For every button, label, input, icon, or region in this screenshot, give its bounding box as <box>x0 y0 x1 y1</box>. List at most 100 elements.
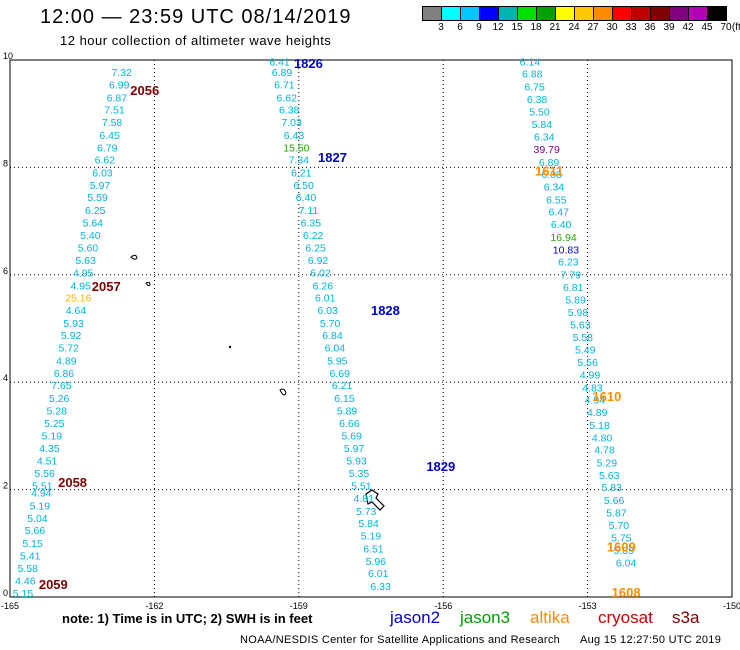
wave-height-value: 10.83 <box>553 244 579 256</box>
wave-height-value: 5.19 <box>361 531 382 543</box>
color-scale-label: 12 <box>492 22 504 33</box>
wave-height-value: 6.47 <box>549 207 570 219</box>
wave-height-value: 5.70 <box>609 520 630 532</box>
wave-height-value: 6.23 <box>558 257 579 269</box>
color-scale-label: 9 <box>476 22 482 33</box>
wave-height-value: 5.97 <box>90 180 111 192</box>
wave-height-value: 4.51 <box>37 455 58 467</box>
wave-height-value: 16.94 <box>550 232 576 244</box>
wave-height-value: 7.79 <box>561 270 582 282</box>
wave-height-value: 5.89 <box>565 294 586 306</box>
pass-time-label: 1611 <box>535 163 563 178</box>
wave-height-value: 6.92 <box>308 255 329 267</box>
wave-height-value: 6.38 <box>279 105 300 117</box>
wave-height-value: 6.04 <box>325 343 346 355</box>
y-tick-label: 0 <box>3 588 8 598</box>
pass-time-label: 2059 <box>39 577 68 592</box>
island-outline <box>279 388 287 396</box>
legend-item-jason3: jason3 <box>460 608 511 627</box>
wave-height-value: 5.58 <box>573 332 594 344</box>
color-scale-label: 42 <box>682 22 694 33</box>
color-scale-label: 30 <box>606 22 618 33</box>
wave-height-value: 7.34 <box>289 155 310 167</box>
color-scale-label: 70 <box>720 22 732 33</box>
wave-height-value: 5.15 <box>13 588 34 600</box>
color-scale-label: 36 <box>644 22 656 33</box>
island-outline <box>145 281 151 287</box>
wave-height-value: 6.25 <box>305 243 326 255</box>
wave-height-value: 4.78 <box>594 445 615 457</box>
pass-time-label: 1609 <box>607 539 636 554</box>
y-tick-label: 10 <box>3 51 13 61</box>
credit-line: NOAA/NESDIS Center for Satellite Applica… <box>240 634 561 646</box>
wave-height-value: 6.71 <box>274 79 295 91</box>
wave-height-value: 6.89 <box>272 67 293 79</box>
wave-height-value: 6.89 <box>539 157 560 169</box>
wave-height-value: 6.01 <box>368 568 389 580</box>
wave-height-value: 5.93 <box>346 455 367 467</box>
wave-height-value: 6.86 <box>54 368 75 380</box>
pass-time-label: 2057 <box>92 279 121 294</box>
island-outline <box>365 489 385 511</box>
color-scale-swatch <box>707 6 727 21</box>
pass-time-label: 1829 <box>426 459 455 474</box>
wave-height-value: 5.70 <box>320 318 341 330</box>
wave-height-value: 4.99 <box>580 369 601 381</box>
wave-height-value: 6.50 <box>293 180 314 192</box>
wave-height-value: 5.84 <box>358 518 379 530</box>
color-scale-label: 3 <box>438 22 444 33</box>
x-tick-label: -150 <box>723 601 740 611</box>
wave-height-value: 6.26 <box>313 280 334 292</box>
wave-height-value: 5.96 <box>366 556 387 568</box>
wave-height-value: 39.79 <box>534 144 560 156</box>
wave-height-value: 5.29 <box>597 458 618 470</box>
wave-height-value: 4.46 <box>15 576 36 588</box>
wave-height-value: 6.14 <box>520 56 541 68</box>
wave-height-value: 5.84 <box>532 119 553 131</box>
legend-item-altika: altika <box>530 608 570 627</box>
figure-title: 12:00 — 23:59 UTC 08/14/2019 <box>40 6 352 28</box>
wave-height-value: 6.04 <box>616 557 637 569</box>
wave-height-value: 6.41 <box>269 56 290 68</box>
wave-height-value: 4.95 <box>73 267 94 279</box>
pass-time-label: 1610 <box>592 389 621 404</box>
wave-height-value: 5.63 <box>570 320 591 332</box>
y-tick-label: 8 <box>3 158 8 168</box>
wave-height-value: 5.50 <box>529 106 550 118</box>
pass-time-label: 1608 <box>612 585 641 600</box>
wave-height-value: 7.11 <box>299 205 319 217</box>
wave-height-value: 4.81 <box>354 493 375 505</box>
wave-height-value: 5.19 <box>42 431 63 443</box>
wave-height-value: 4.95 <box>71 280 92 292</box>
wave-height-value: 25.16 <box>65 293 91 305</box>
timestamp: Aug 15 12:27:50 UTC 2019 <box>580 634 722 646</box>
wave-height-value: 5.64 <box>83 217 104 229</box>
wave-height-value: 6.40 <box>296 192 317 204</box>
wave-height-value: 6.87 <box>107 92 128 104</box>
island-dot <box>228 345 232 349</box>
wave-height-value: 6.84 <box>322 330 343 342</box>
x-tick-label: -156 <box>434 601 452 611</box>
wave-height-value: 6.62 <box>277 92 298 104</box>
wave-height-value: 6.38 <box>527 94 548 106</box>
wave-height-value: 6.62 <box>95 155 116 167</box>
wave-height-value: 6.03 <box>317 305 338 317</box>
color-scale-label: 27 <box>587 22 599 33</box>
wave-height-value: 5.63 <box>75 255 96 267</box>
legend-item-cryosat: cryosat <box>598 608 653 627</box>
wave-height-value: 5.60 <box>78 243 99 255</box>
wave-height-value: 5.40 <box>80 230 101 242</box>
wave-height-value: 5.83 <box>601 482 622 494</box>
x-tick-label: -162 <box>145 601 163 611</box>
pass-time-label: 1828 <box>371 303 400 318</box>
wave-height-value: 5.87 <box>606 507 627 519</box>
wave-height-value: 7.58 <box>102 117 123 129</box>
wave-height-value: 6.45 <box>99 130 120 142</box>
wave-height-value: 6.79 <box>97 142 118 154</box>
wave-height-value: 4.94 <box>31 488 52 500</box>
wave-height-value: 4.80 <box>592 432 613 444</box>
color-scale-label: 24 <box>568 22 580 33</box>
color-scale-label: 39 <box>663 22 675 33</box>
wave-height-value: 7.03 <box>281 117 302 129</box>
wave-height-value: 5.25 <box>44 418 65 430</box>
